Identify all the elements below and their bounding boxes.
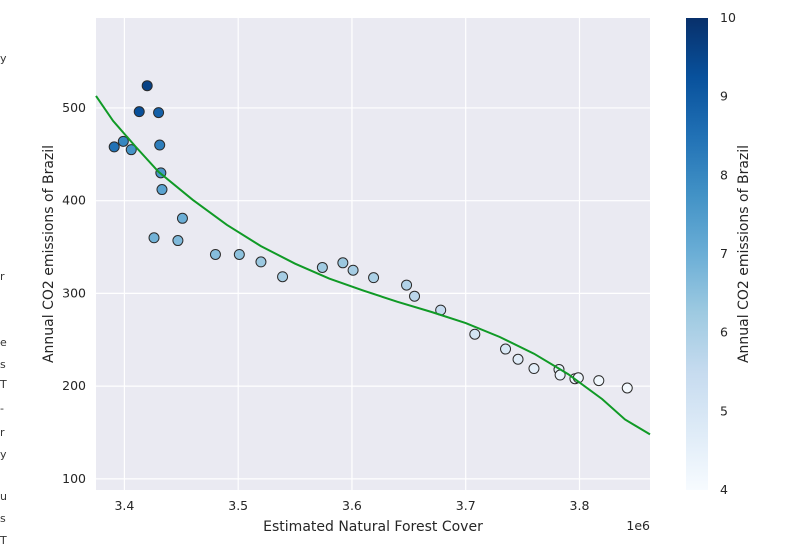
data-point — [593, 375, 605, 387]
colorbar: 4 5 6 7 8 9 10 Annual CO2 emissions of Brazil — [686, 10, 752, 497]
edge-fragment: s — [0, 358, 6, 371]
data-point — [512, 353, 524, 365]
colorbar-gradient — [686, 18, 708, 490]
plot-area — [96, 18, 650, 490]
data-point — [154, 139, 166, 151]
data-point — [133, 106, 145, 118]
data-point — [156, 184, 168, 196]
edge-fragment: e — [0, 336, 7, 349]
data-point — [337, 257, 349, 269]
data-point — [153, 107, 165, 119]
scatter-points — [108, 80, 633, 394]
edge-fragment: y — [0, 52, 7, 65]
edge-fragment: y — [0, 448, 7, 461]
x-tick-label: 3.8 — [570, 498, 590, 513]
data-point — [117, 135, 129, 147]
x-axis-offset-label: 1e6 — [626, 518, 650, 533]
edge-fragment: T — [0, 378, 7, 391]
data-point — [528, 363, 540, 375]
data-point — [148, 232, 160, 244]
edge-fragment: r — [0, 270, 5, 283]
y-tick-labels: 100 200 300 400 500 — [62, 100, 86, 486]
data-point — [108, 141, 120, 153]
colorbar-tick-label: 8 — [720, 167, 728, 182]
data-point — [500, 343, 512, 355]
data-point — [141, 80, 153, 92]
edge-fragment: r — [0, 426, 5, 439]
colorbar-tick-label: 7 — [720, 246, 728, 261]
data-point — [401, 279, 413, 291]
colorbar-tick-label: 4 — [720, 482, 728, 497]
y-tick-label: 100 — [62, 471, 86, 486]
colorbar-tick-labels: 4 5 6 7 8 9 10 — [720, 10, 736, 497]
y-tick-label: 200 — [62, 378, 86, 393]
colorbar-tick-label: 5 — [720, 403, 728, 418]
colorbar-tick-label: 6 — [720, 325, 728, 340]
grid-lines — [96, 18, 650, 490]
data-point — [409, 290, 421, 302]
y-tick-label: 300 — [62, 285, 86, 300]
data-point — [316, 261, 328, 273]
y-tick-label: 400 — [62, 193, 86, 208]
x-tick-label: 3.7 — [456, 498, 476, 513]
edge-fragment: u — [0, 490, 7, 503]
x-tick-label: 3.6 — [342, 498, 362, 513]
x-tick-label: 3.5 — [228, 498, 248, 513]
colorbar-tick-label: 10 — [720, 10, 736, 25]
x-tick-labels: 3.4 3.5 3.6 3.7 3.8 — [114, 498, 589, 513]
data-point — [255, 256, 267, 268]
trend-line — [95, 95, 651, 436]
edge-fragment: s — [0, 512, 6, 525]
data-point — [368, 272, 380, 284]
data-point — [176, 212, 188, 224]
data-point — [209, 248, 221, 260]
data-point — [469, 328, 481, 340]
x-axis-label: Estimated Natural Forest Cover — [263, 519, 483, 535]
edge-fragment: T — [0, 534, 7, 547]
data-point — [347, 264, 359, 276]
y-tick-label: 500 — [62, 100, 86, 115]
data-point — [277, 271, 289, 283]
data-point — [125, 144, 137, 156]
data-point — [233, 248, 245, 260]
y-axis-label: Annual CO2 emissions of Brazil — [41, 145, 57, 363]
colorbar-label: Annual CO2 emissions of Brazil — [736, 145, 752, 363]
colorbar-tick-label: 9 — [720, 89, 728, 104]
edge-fragment: - — [0, 402, 4, 415]
data-point — [621, 382, 633, 394]
x-tick-label: 3.4 — [114, 498, 134, 513]
data-point — [172, 235, 184, 247]
